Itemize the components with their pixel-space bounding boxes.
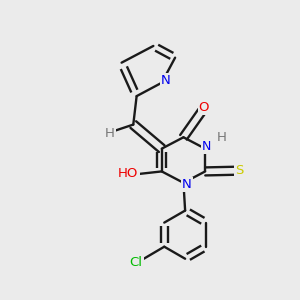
Text: N: N (182, 178, 192, 191)
Text: HO: HO (118, 167, 139, 180)
Text: Cl: Cl (130, 256, 143, 269)
Text: H: H (105, 128, 115, 140)
Text: O: O (199, 101, 209, 114)
Text: H: H (216, 131, 226, 145)
Text: N: N (161, 74, 171, 87)
Text: N: N (202, 140, 212, 154)
Text: S: S (235, 164, 244, 177)
